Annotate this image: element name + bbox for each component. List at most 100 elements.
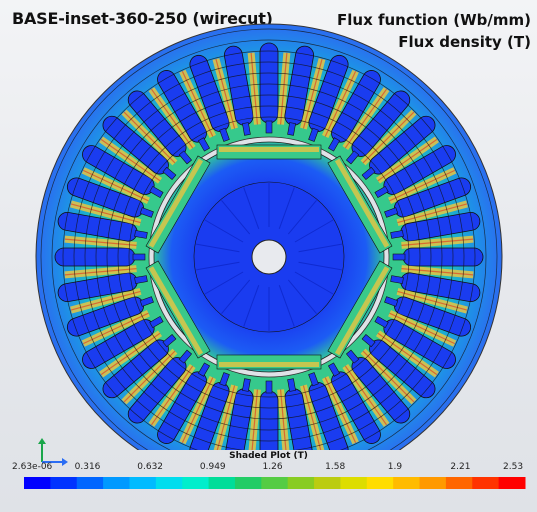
stator-slots (54, 42, 484, 450)
flux-line (40, 28, 498, 450)
stator-slot (259, 42, 279, 134)
stator-tooth (81, 167, 150, 204)
stator-slot (102, 115, 177, 181)
colorbar-band (234, 477, 262, 489)
stator-tooth (360, 109, 417, 166)
legend-tick: 0.949 (199, 462, 226, 472)
flux-line (84, 72, 454, 442)
legend-tick: 1.58 (325, 462, 346, 472)
rotor-magnet (327, 260, 393, 359)
stator-tooth (322, 69, 359, 138)
stator-tooth (70, 200, 142, 226)
stator-tooth (99, 330, 163, 378)
stator-tooth (148, 87, 196, 151)
rotor-tooth (294, 271, 334, 295)
rotor-magnets (145, 144, 393, 370)
legend-tick: 0.316 (74, 462, 101, 472)
plot-quantity-labels: Flux function (Wb/mm) Flux density (T) (337, 9, 531, 53)
flux-line (51, 39, 487, 450)
stator-tooth (360, 348, 417, 405)
stator-slot (345, 349, 411, 424)
rotor-tooth (287, 279, 317, 315)
stator-slot (102, 333, 177, 399)
y-axis-arrowhead (38, 438, 46, 444)
stator-slot (127, 349, 193, 424)
colorbar-band (314, 477, 341, 489)
stator-slot (127, 90, 193, 165)
stator-slot (361, 115, 436, 181)
stator-tooth (375, 330, 439, 378)
motor-field-plot[interactable] (0, 0, 537, 450)
shaft-hole (251, 239, 287, 275)
axes-orientation-icon (38, 438, 68, 466)
colorbar-band (50, 477, 78, 489)
x-axis-arrowhead (62, 458, 68, 466)
stator-tooth (388, 167, 457, 204)
rotor (145, 141, 393, 373)
stator-slot (157, 70, 211, 152)
flux-line (117, 105, 421, 409)
stator-tooth (322, 376, 359, 445)
flux-lines (40, 28, 498, 450)
colorbar-band (261, 477, 289, 489)
stator-tooth (396, 200, 468, 226)
stator-tooth (375, 136, 439, 184)
stator-slot (54, 247, 146, 267)
rotor-magnet (327, 155, 393, 254)
colorbar-band (287, 477, 315, 489)
colorbar-band (340, 477, 368, 489)
stator-tooth (212, 384, 238, 450)
flux-line (95, 83, 443, 431)
rotor-tooth (298, 243, 342, 253)
colorbar-band (472, 477, 500, 489)
colorbar-band (498, 477, 526, 489)
stator-slot (374, 315, 456, 369)
colorbar-band (208, 477, 236, 489)
stator-tooth (81, 310, 150, 347)
stator-tooth (342, 363, 390, 427)
legend-tick: 2.21 (450, 462, 471, 472)
rotor-tooth (294, 219, 334, 243)
stator-tooth (121, 109, 178, 166)
legend-title: Shaded Plot (T) (229, 451, 308, 461)
colorbar-band (393, 477, 421, 489)
stator-slot (345, 90, 411, 165)
colorbar-band (366, 477, 394, 489)
stator-slot (157, 362, 211, 444)
legend-tick: 2.53 (503, 462, 524, 472)
stator-tooth (148, 363, 196, 427)
flux-function-label: Flux function (Wb/mm) (337, 11, 531, 29)
stator-tooth (300, 58, 326, 130)
flux-line (106, 94, 432, 420)
colorbar-band (155, 477, 183, 489)
colorbar-band (419, 477, 447, 489)
stator-tooth (396, 288, 468, 314)
colorbar-band (182, 477, 210, 489)
legend-tick: 1.26 (262, 462, 283, 472)
stator-tooth (342, 87, 390, 151)
rotor-tooth (243, 187, 260, 229)
rotor-teeth (196, 183, 342, 331)
rotor-magnet (145, 155, 211, 254)
rotor-tooth (243, 285, 260, 327)
rotor-tooth (196, 243, 240, 253)
stator-tooth (179, 69, 216, 138)
stator-tooth (388, 310, 457, 347)
rotor-tooth (278, 187, 295, 229)
legend-tick-labels: 2.63e-06 0.316 0.632 0.949 1.26 1.58 1.9 2.21 2.… (0, 462, 537, 476)
rotor-tooth (204, 219, 244, 243)
flux-line (128, 116, 410, 398)
colorbar-band (24, 477, 51, 489)
stator-tooth (70, 288, 142, 314)
legend-tick: 2.63e-06 (12, 462, 53, 472)
flux-line (73, 61, 465, 450)
stator-tooth (212, 58, 238, 130)
legend-tick: 1.9 (387, 462, 403, 472)
rotor-magnet (216, 144, 322, 160)
flux-line (62, 50, 476, 450)
rotor-tooth (221, 279, 251, 315)
colorbar-band (103, 477, 130, 489)
rotor-magnet (145, 260, 211, 359)
stator-tooth (179, 376, 216, 445)
flux-density-label: Flux density (T) (398, 33, 531, 51)
